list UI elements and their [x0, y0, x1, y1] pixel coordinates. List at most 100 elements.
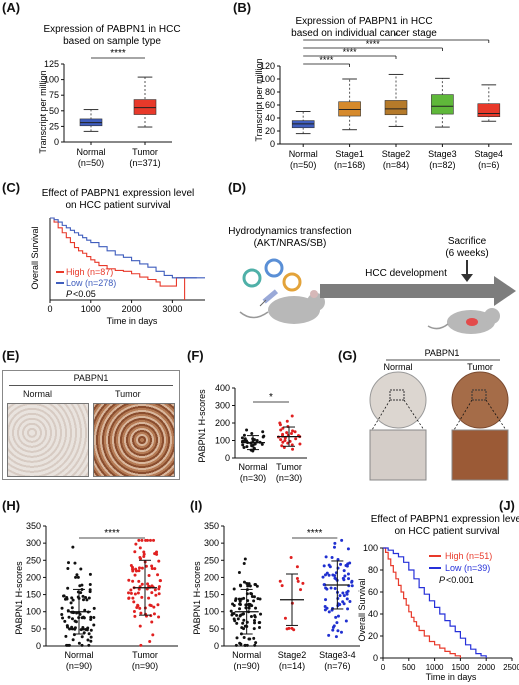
x-tick-label: Normal — [232, 650, 261, 660]
data-point — [79, 567, 83, 571]
ihc-tumor-image — [93, 403, 175, 477]
data-point — [242, 596, 246, 600]
y-tick-label: 300 — [215, 401, 230, 411]
data-point — [332, 624, 336, 628]
y-tick-label: 300 — [26, 538, 41, 548]
chart-title-line1: Expression of PABPN1 in HCC — [43, 24, 180, 35]
data-point — [325, 606, 329, 610]
data-point — [346, 572, 350, 576]
plasmid-icon — [282, 272, 302, 292]
data-point — [232, 587, 236, 591]
data-point — [254, 606, 258, 610]
data-point — [350, 584, 354, 588]
data-point — [82, 598, 86, 602]
x-axis-label: Time in days — [107, 316, 158, 326]
data-point — [262, 434, 266, 438]
data-point — [295, 576, 299, 580]
data-point — [61, 616, 65, 620]
data-point — [150, 591, 154, 595]
data-point — [137, 587, 141, 591]
panel-g: (G) PABPN1 Normal Tumor — [330, 348, 519, 483]
legend-label-low: Low (n=278) — [66, 278, 116, 288]
x-tick-label-n: (n=6) — [478, 160, 499, 170]
data-point — [248, 584, 252, 588]
data-point — [336, 614, 340, 618]
x-tick-label: 500 — [402, 663, 416, 672]
data-point — [140, 538, 144, 542]
data-point — [242, 580, 246, 584]
data-point — [132, 610, 136, 614]
data-point — [322, 583, 326, 587]
panel-i: (I) PABPN1 H-scores 0 50 100 150 200 250 300 35… — [188, 498, 368, 685]
box — [133, 99, 157, 115]
data-point — [258, 621, 262, 625]
y-axis-label: Overall Survival — [357, 578, 367, 641]
mouse-icon — [239, 290, 325, 324]
survival-plot-j: Effect of PABPN1 expression level on HCC… — [357, 514, 519, 682]
y-tick-label: 60 — [265, 100, 275, 110]
x-tick-label: 1500 — [452, 663, 470, 672]
data-point — [235, 613, 239, 617]
data-point — [293, 430, 297, 434]
data-point — [138, 566, 142, 570]
x-tick-label-n: (n=90) — [66, 661, 92, 671]
panel-b: (B) Expression of PABPN1 in HCC based on… — [232, 0, 519, 175]
x-tick-label: Stage2 — [382, 149, 411, 159]
data-point — [146, 582, 150, 586]
y-tick-label: 200 — [26, 572, 41, 582]
data-point — [234, 643, 238, 647]
x-tick-label: 0 — [381, 663, 386, 672]
data-point — [82, 631, 86, 635]
data-point — [150, 620, 154, 624]
data-point — [325, 587, 329, 591]
data-point — [131, 579, 135, 583]
ihc-normal-image — [7, 403, 89, 477]
x-tick-label-n: (n=50) — [290, 160, 316, 170]
x-tick-label: 0 — [47, 304, 52, 314]
y-tick-label: 120 — [260, 61, 275, 71]
data-point — [153, 567, 157, 571]
significance-label: **** — [366, 39, 381, 49]
x-axis-label: Time in days — [426, 672, 477, 682]
data-point — [260, 442, 264, 446]
zoom-normal-image — [369, 429, 427, 481]
data-point — [333, 576, 337, 580]
panel-e: (E) PABPN1 Normal Tumor — [0, 348, 180, 483]
y-tick-label: 20 — [265, 126, 275, 136]
data-point — [71, 545, 75, 549]
data-point — [245, 581, 249, 585]
box — [477, 103, 501, 117]
data-point — [346, 547, 350, 551]
data-point — [69, 601, 73, 605]
data-point — [348, 600, 352, 604]
scatter-f: PABPN1 H-scores 0100200300400Normal(n=30… — [197, 383, 307, 483]
data-point — [294, 437, 298, 441]
data-point — [144, 564, 148, 568]
x-tick-label: Stage3-4 — [319, 650, 356, 660]
data-point — [345, 592, 349, 596]
p-value: <0.001 — [446, 575, 474, 585]
data-point — [129, 588, 133, 592]
data-point — [132, 600, 136, 604]
y-tick-label: 25 — [49, 121, 59, 131]
y-tick-label: 400 — [215, 383, 230, 393]
chart-title-line1: Expression of PABPN1 in HCC — [295, 16, 432, 27]
data-point — [345, 564, 349, 568]
data-point — [66, 566, 70, 570]
data-point — [83, 608, 87, 612]
x-tick-label-n: (n=14) — [279, 661, 305, 671]
y-tick-label: 250 — [204, 555, 219, 565]
panel-label: (G) — [338, 348, 357, 363]
data-point — [289, 432, 293, 435]
tma-core-normal — [369, 371, 427, 429]
data-point — [345, 597, 349, 601]
data-point — [253, 614, 257, 618]
data-point — [88, 582, 92, 586]
data-point — [92, 606, 96, 610]
label-normal: Normal — [23, 389, 53, 399]
data-point — [238, 583, 242, 587]
data-point — [246, 584, 250, 588]
scatter-h: PABPN1 H-scores 0 50 100 150 200 250 300 350 Nor… — [14, 521, 178, 671]
x-tick-label-n: (n=90) — [234, 661, 260, 671]
data-point — [278, 421, 282, 425]
